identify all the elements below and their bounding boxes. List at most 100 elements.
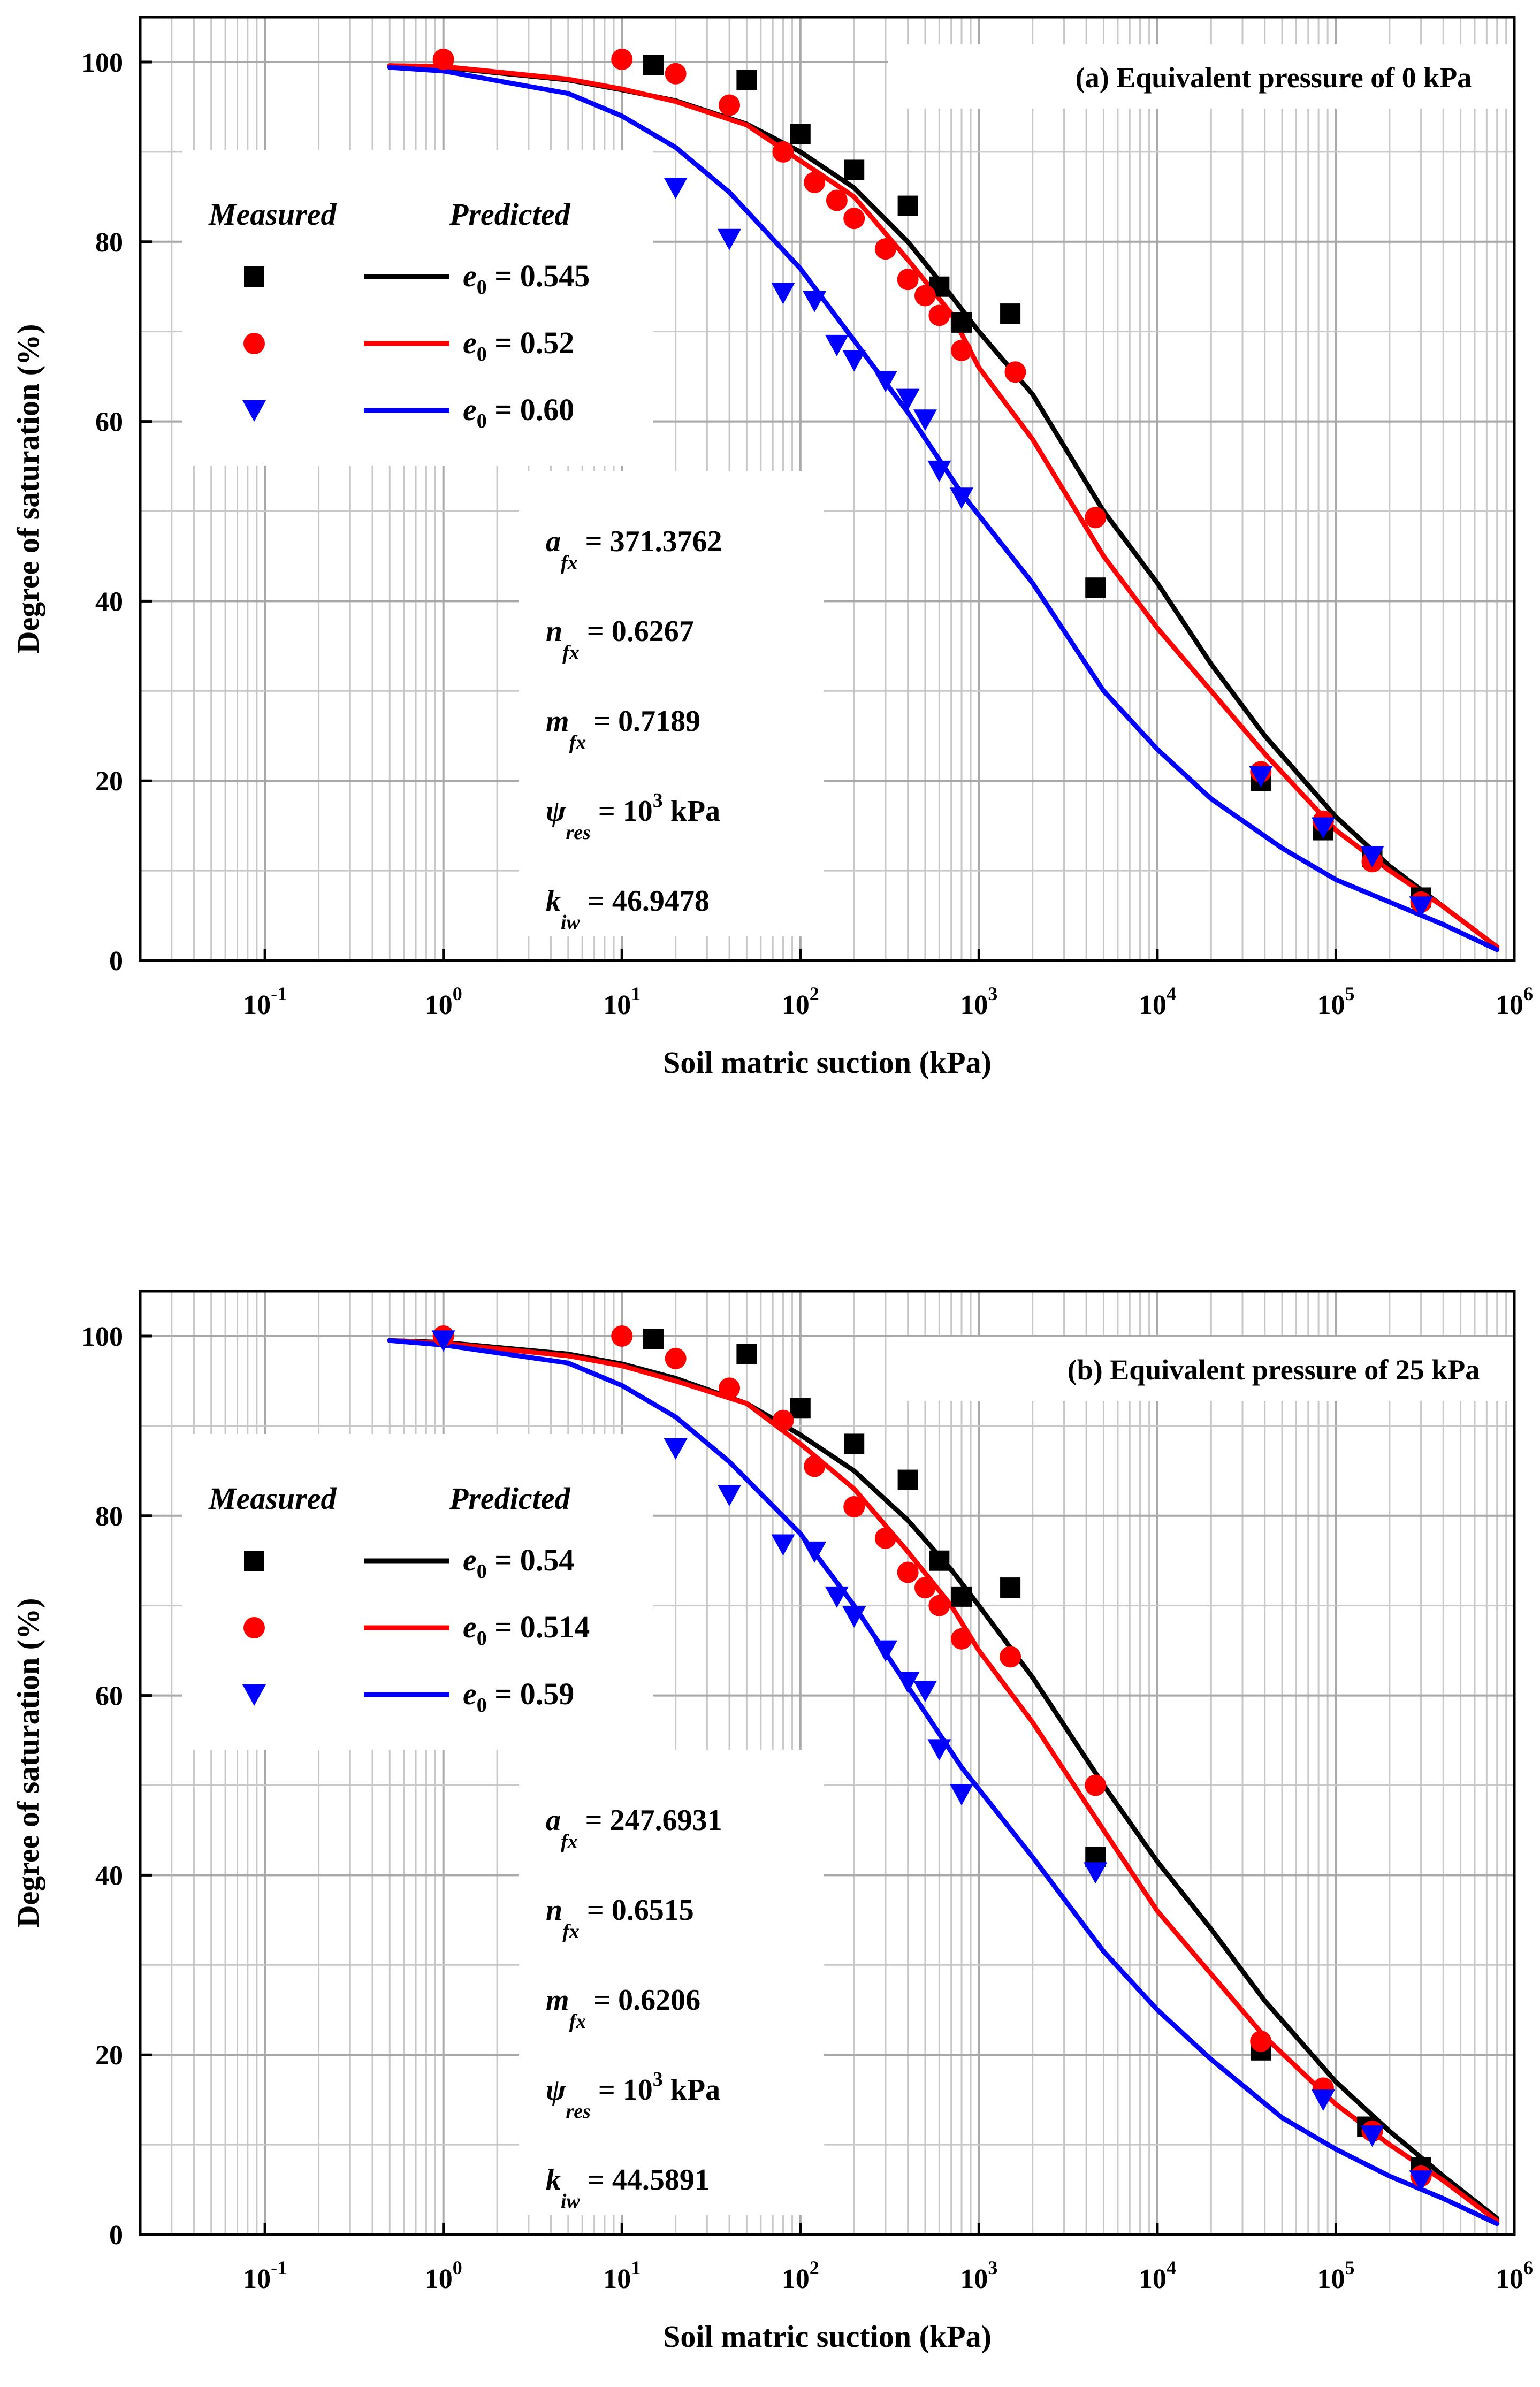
data-point-series-1 (897, 1561, 919, 1583)
data-point-series-2 (803, 1541, 827, 1563)
measured-points (431, 1325, 1433, 2192)
x-tick-label: 105 (1317, 2257, 1354, 2294)
data-point-series-2 (718, 228, 742, 250)
data-point-series-0 (643, 1328, 664, 1349)
data-point-series-1 (611, 1325, 633, 1347)
model-parameters: afx = 247.6931 nfx = 0.6515 mfx = 0.6206 ψr… (546, 1804, 722, 2213)
x-tick-label: 105 (1317, 983, 1354, 1020)
x-tick-label: 100 (425, 983, 462, 1020)
data-point-series-0 (844, 159, 865, 180)
data-point-series-0 (951, 312, 972, 333)
y-tick-label: 100 (81, 48, 123, 78)
legend-measured-header: Measured (208, 197, 337, 232)
data-point-series-2 (950, 1784, 974, 1806)
data-point-series-1 (843, 208, 865, 230)
legend-entry-label: e0 = 0.514 (463, 1610, 590, 1650)
data-point-series-1 (804, 171, 826, 193)
legend-box (182, 150, 653, 466)
data-point-series-2 (1311, 817, 1335, 839)
data-point-series-0 (951, 1586, 972, 1607)
x-axis-label: Soil matric suction (kPa) (663, 1045, 992, 1080)
data-point-series-1 (951, 1628, 973, 1650)
legend-predicted-header: Predicted (449, 1481, 570, 1516)
x-tick-label: 102 (782, 983, 819, 1020)
data-point-series-1 (665, 1347, 687, 1369)
parameter-label: afx = 371.3762 (546, 525, 722, 574)
parameter-label: ψres = 103 kPa (546, 2068, 720, 2123)
parameter-label: mfx = 0.6206 (546, 1984, 700, 2033)
x-tick-label: 100 (425, 2257, 462, 2294)
data-point-series-0 (790, 124, 811, 144)
data-point-series-1 (928, 1595, 950, 1616)
y-axis-label: Degree of saturation (%) (11, 1598, 45, 1928)
data-point-series-2 (873, 1640, 897, 1662)
y-axis-label: Degree of saturation (%) (11, 324, 45, 654)
data-point-series-1 (719, 1377, 741, 1399)
parameter-label: kiw = 46.9478 (546, 884, 710, 934)
x-tick-label: 10-1 (243, 2257, 287, 2294)
legend-marker-0 (244, 266, 264, 287)
data-point-series-2 (1084, 1862, 1108, 1884)
parameter-label: mfx = 0.7189 (546, 705, 700, 754)
data-point-series-1 (432, 48, 454, 70)
title-box (888, 1337, 1540, 1401)
x-tick-label: 103 (960, 2257, 997, 2294)
plot-frame (139, 16, 1516, 962)
data-point-series-2 (842, 1606, 866, 1628)
data-point-series-1 (611, 48, 633, 70)
data-point-series-0 (1085, 577, 1106, 598)
parameter-label: nfx = 0.6267 (546, 615, 694, 664)
parameter-label: ψres = 103 kPa (546, 789, 720, 844)
data-point-series-1 (874, 1527, 896, 1549)
y-tick-label: 100 (81, 1322, 123, 1352)
y-tick-label: 20 (95, 766, 123, 797)
data-point-series-2 (1360, 846, 1384, 868)
measured-points (432, 48, 1433, 918)
x-tick-label: 106 (1496, 983, 1533, 1020)
data-point-series-1 (914, 1577, 936, 1599)
params-box (519, 471, 824, 936)
data-point-series-1 (1085, 1774, 1107, 1796)
data-point-series-0 (1000, 303, 1021, 324)
data-point-series-0 (643, 54, 664, 75)
data-point-series-2 (664, 1438, 688, 1460)
y-tick-label: 80 (95, 1501, 123, 1532)
legend-entry-label: e0 = 0.60 (463, 392, 574, 432)
parameter-label: kiw = 44.5891 (546, 2163, 710, 2213)
params-box (519, 1750, 824, 2215)
legend: Measured Predicted e0 = 0.54 e0 = 0.514 e0 =… (208, 1481, 590, 1717)
data-point-series-2 (771, 283, 795, 304)
y-tick-label: 0 (109, 946, 123, 977)
data-point-series-2 (1249, 766, 1273, 788)
data-point-series-2 (1311, 2089, 1335, 2111)
data-point-series-0 (790, 1398, 811, 1419)
parameter-label: afx = 247.6931 (546, 1804, 722, 1853)
x-axis-label: Soil matric suction (kPa) (663, 2319, 992, 2354)
legend-marker-2 (242, 1684, 266, 1706)
legend-marker-2 (242, 400, 266, 422)
y-tick-label: 20 (95, 2040, 123, 2071)
legend-marker-0 (244, 1551, 264, 1571)
legend-measured-header: Measured (208, 1481, 337, 1516)
data-point-series-0 (736, 70, 757, 90)
data-point-series-2 (664, 178, 688, 200)
data-point-series-2 (771, 1534, 795, 1556)
data-point-series-1 (951, 339, 973, 361)
data-point-series-1 (914, 285, 936, 307)
data-point-series-0 (844, 1433, 865, 1454)
data-point-series-1 (928, 304, 950, 326)
data-point-series-0 (1000, 1577, 1021, 1598)
x-tick-label: 106 (1496, 2257, 1533, 2294)
data-point-series-1 (1000, 1646, 1021, 1668)
data-point-series-2 (718, 1485, 742, 1507)
chart-panel-b: 0 20 40 60 80 100 10-1 100 101 102 103 104 105 106 Soi… (11, 1290, 1540, 2354)
data-point-series-0 (897, 195, 918, 216)
data-point-series-1 (826, 189, 848, 211)
parameter-label: nfx = 0.6515 (546, 1894, 694, 1943)
x-tick-label: 10-1 (243, 983, 287, 1020)
data-point-series-0 (897, 1469, 918, 1490)
legend-entry-label: e0 = 0.545 (463, 258, 590, 299)
x-tick-label: 104 (1139, 983, 1176, 1020)
x-tick-label: 101 (603, 2257, 641, 2294)
data-point-series-2 (825, 334, 849, 356)
